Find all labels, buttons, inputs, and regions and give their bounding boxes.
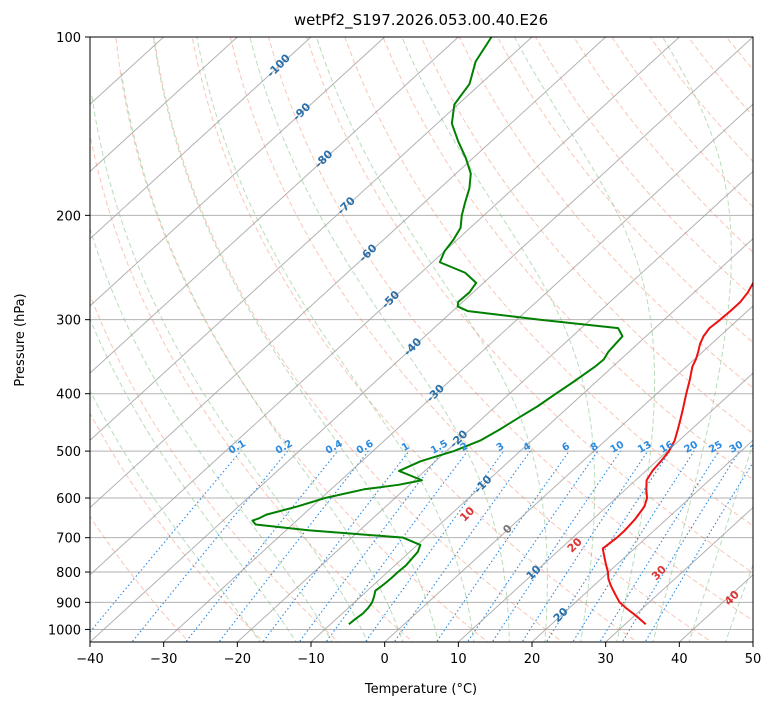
x-tick-label: −20 — [224, 652, 251, 667]
isotherm-line — [90, 37, 312, 240]
y-tick-label: 1000 — [48, 623, 81, 638]
isotherm-line — [90, 37, 680, 576]
x-tick-label: 50 — [745, 652, 762, 667]
x-tick-label: 20 — [524, 652, 541, 667]
y-tick-label: 700 — [56, 532, 81, 547]
y-axis: 100 200 300 400 500 600 700 800 900 1000 — [48, 31, 90, 638]
moist-adiabat-line — [90, 317, 297, 642]
dry-adiabat-line — [90, 131, 414, 642]
x-axis-label: Temperature (°C) — [364, 682, 477, 697]
isotherm-line — [90, 37, 607, 509]
isotherm-line — [90, 37, 386, 307]
mixing-ratio-line — [435, 450, 570, 642]
y-axis-label: Pressure (hPa) — [13, 293, 28, 386]
moist-adiabat-line — [120, 72, 404, 642]
isotherm-line — [90, 37, 238, 173]
isotherm-line — [384, 305, 753, 642]
isotherm-line — [90, 37, 753, 642]
isotherm-line — [605, 506, 753, 642]
moist-adiabat-line — [90, 389, 261, 642]
isotherm-line — [531, 439, 753, 642]
dry-adiabat-line — [344, 37, 753, 527]
dry-adiabats — [90, 37, 753, 642]
mixing-ratio-label: 1 — [400, 441, 412, 454]
mixing-ratio-line — [185, 450, 338, 642]
isotherms — [90, 37, 753, 642]
dry-adiabat-line — [115, 37, 489, 642]
dry-adiabat-line — [229, 37, 713, 642]
dewpoint-profile-line — [251, 37, 624, 626]
x-tick-label: −10 — [297, 652, 324, 667]
isotherm-line — [163, 103, 753, 642]
dry-adiabat-line — [268, 37, 753, 622]
mixing-ratio-label: 8 — [589, 441, 601, 454]
mixing-ratio-label: 4 — [521, 441, 533, 454]
isotherm-line — [457, 372, 753, 642]
x-tick-label: −30 — [150, 652, 177, 667]
dry-adiabat-line — [90, 293, 339, 642]
y-tick-label: 100 — [56, 31, 81, 46]
moist-adiabat-line — [90, 227, 333, 642]
isotherm-line — [236, 170, 753, 642]
moist-adiabat-line — [513, 37, 656, 642]
x-tick-label: 30 — [597, 652, 614, 667]
dry-adiabat-line — [458, 37, 753, 389]
sounding-series — [251, 37, 753, 626]
isotherm-line — [90, 37, 533, 442]
mixing-ratio-label: 6 — [560, 441, 572, 454]
isotherm-line — [310, 237, 753, 642]
x-tick-label: 0 — [381, 652, 389, 667]
isotherm-line — [90, 37, 459, 374]
mixing-ratio-label: 3 — [495, 441, 507, 454]
moist-adiabat-line — [196, 37, 475, 642]
moist-adiabat-line — [688, 442, 753, 642]
dry-adiabat-line — [306, 37, 753, 574]
moist-adiabat-line — [725, 563, 753, 642]
temperature-profile-line — [601, 281, 753, 625]
y-tick-label: 600 — [56, 492, 81, 507]
dry-adiabat-line — [153, 37, 564, 642]
y-tick-label: 500 — [56, 445, 81, 460]
mixing-ratio-line — [393, 450, 531, 642]
x-tick-label: 40 — [671, 652, 688, 667]
moist-adiabat-line — [401, 37, 596, 642]
dry-adiabat-line — [382, 37, 753, 481]
y-tick-label: 800 — [56, 566, 81, 581]
mixing-ratio-line — [599, 450, 720, 642]
mixing-ratio-line — [491, 450, 621, 642]
plot-frame — [89, 36, 754, 643]
mixing-ratio-line — [521, 450, 649, 642]
chart-title: wetPf2_S197.2026.053.00.40.E26 — [294, 11, 548, 30]
y-tick-label: 900 — [56, 596, 81, 611]
x-tick-label: −40 — [76, 652, 103, 667]
moist-adiabat-line — [652, 37, 732, 642]
mixing-ratio-line — [325, 450, 468, 642]
mixing-ratio-label: 2 — [459, 441, 471, 454]
moist-adiabats — [90, 37, 753, 642]
mixing-ratio-line — [572, 450, 695, 642]
dry-adiabat-line — [90, 412, 265, 642]
dry-adiabat-line — [535, 37, 753, 298]
moist-adiabat-line — [249, 37, 510, 642]
moist-adiabat-line — [91, 94, 369, 642]
x-tick-label: 10 — [450, 652, 467, 667]
mixing-ratio-line — [545, 450, 671, 642]
x-axis: −40 −30 −20 −10 0 10 20 30 40 50 — [76, 642, 761, 667]
dry-adiabat-line — [90, 515, 190, 642]
mixing-ratio-label: 36 — [748, 439, 766, 456]
moist-adiabat-line — [315, 37, 548, 642]
y-tick-label: 300 — [56, 314, 81, 329]
y-tick-label: 400 — [56, 388, 81, 403]
y-tick-label: 200 — [56, 209, 81, 224]
